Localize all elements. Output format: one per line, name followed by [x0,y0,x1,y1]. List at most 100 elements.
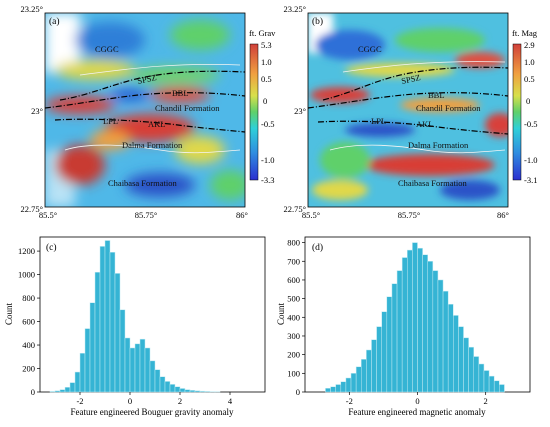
y-tick-a-2: 22.75° [20,204,43,214]
y-tick-b-2: 22.75° [283,204,306,214]
hist-c-y-tick-5: 1000 [18,270,35,280]
hist-d-bar [488,375,495,393]
hist-d-bar [376,326,382,393]
hist-c-x-tick-1: 0 [128,396,132,406]
y-tick-b-1: 23° [294,106,306,116]
hist-c-y-tick-0: 0 [31,387,35,397]
hist-d-bar [453,315,459,393]
y-axis-label-d: Count [276,303,286,326]
histogram-panel-d: (d) Feature engineered magnetic anomaly … [276,236,531,417]
geo-label-a-bbl: BBL [172,88,189,98]
hist-c-bar [184,389,191,393]
hist-d-bar [335,384,342,393]
colorbar-a-tick-4: -0.5 [261,119,274,129]
colorbar-b-scale [512,43,522,181]
hist-d-bar [463,337,469,393]
hist-c-bar [109,252,116,393]
hist-c-bar [154,369,161,393]
hist-d-bar [499,384,505,393]
map-panel-b: (b) CGGC SPSZ BBL Chandil Formation LPL … [283,4,537,220]
hist-d-bar [458,326,464,393]
geo-label-a-chaibasa: Chaibasa Formation [108,178,177,188]
hist-c-y-tick-1: 200 [22,364,35,374]
hist-c-bar [189,390,196,393]
hist-d-bar [325,388,331,393]
y-axis-label-c: Count [4,303,14,326]
hist-c-bar [54,390,61,393]
colorbar-b-tick-1: 1.0 [524,57,535,67]
hist-d-bar [391,283,398,393]
hist-d-bar [345,377,352,393]
panel-label-a: (a) [49,16,60,27]
hist-c-bar [149,360,156,393]
colorbar-b-tick-4: -0.5 [524,119,537,129]
hist-c-bar [89,302,96,393]
hist-d-bar [442,290,449,393]
hist-c-bar [99,246,106,393]
y-tick-a-1: 23° [31,106,43,116]
hist-c-bar [94,271,101,393]
y-tick-a-0: 23.25° [20,4,43,14]
x-tick-a-0: 85.5° [39,210,57,220]
panel-label-d: (d) [312,242,323,253]
ticks-d: -2 0 2 0 100 200 300 400 500 600 700 800 [287,238,488,406]
hist-d-y-tick-3: 300 [287,331,300,341]
gravity-map-image [45,13,245,207]
map-frame-b [307,12,509,208]
hist-d-bar [361,359,367,393]
hist-c-y-tick-3: 600 [22,317,35,327]
x-tick-b-2: 86° [497,210,509,220]
hist-d-bar [417,247,423,393]
colorbar-b-tick-3: 0 [526,96,530,106]
geo-label-a-dalma: Dalma Formation [122,140,183,150]
geo-label-a-akl: AKL [148,119,165,129]
colorbar-b-label: ft. Mag [512,28,538,38]
hist-d-bar [483,370,490,393]
geo-label-b-lpl: LPL [371,116,386,126]
hist-d-y-tick-1: 100 [287,368,300,378]
hist-c-bar [139,338,146,393]
geo-label-b-chandil: Chandil Formation [416,103,481,113]
geo-label-b-cggc: CGGC [358,44,382,54]
hist-d-bar [396,270,403,393]
axis-ticks-a: 23.25° 23° 22.75° 85.5° 85.75° 86° [20,4,247,220]
hist-c-x-tick-0: -2 [76,396,83,406]
hist-d-bar [340,381,347,393]
hist-d-bar [422,254,428,393]
geo-label-b-spsz: SPSZ [400,72,421,86]
hist-d-bar [412,242,418,393]
colorbar-a-label: ft. Grav [249,28,276,38]
hist-d-y-tick-4: 400 [287,312,300,322]
x-tick-b-1: 85.75° [398,210,421,220]
hist-d-y-tick-5: 500 [287,294,300,304]
panel-label-b: (b) [312,16,323,27]
axis-ticks-b: 23.25° 23° 22.75° 85.5° 85.75° 86° [283,4,508,220]
hist-d-x-tick-0: -2 [346,396,353,406]
hist-d-bar [330,386,336,393]
hist-c-bar [114,273,121,393]
hist-d-y-tick-2: 200 [287,350,300,360]
hist-d-bar [493,380,500,393]
hist-c-y-tick-4: 800 [22,293,35,303]
hist-c-bar [179,388,186,393]
hist-d-bar [473,356,480,393]
hist-c-bar [69,382,76,393]
histogram-panel-c: (c) Feature engineered Bouguer gravity a… [4,236,266,417]
hist-c-bar [159,376,166,393]
hist-d-bar [447,303,454,393]
hist-c-bar [144,347,151,393]
x-tick-a-1: 85.75° [135,210,158,220]
hist-d-bar [407,249,413,393]
hist-c-bar [204,391,211,393]
hist-d-bar [478,363,485,393]
colorbar-b-tick-0: 2.9 [524,40,535,50]
hist-c-bar [169,384,176,393]
ticks-c: -2 0 2 4 0 200 400 600 800 1000 1200 [18,246,233,406]
hist-d-y-tick-6: 600 [287,275,300,285]
map-panel-a: (a) CGGC SPSZ BBL Chandil Formation LPL … [20,4,276,220]
map-frame-a [44,12,246,208]
hist-d-bar [366,349,372,393]
hist-d-y-tick-7: 700 [287,256,300,266]
panel-label-c: (c) [46,242,57,253]
